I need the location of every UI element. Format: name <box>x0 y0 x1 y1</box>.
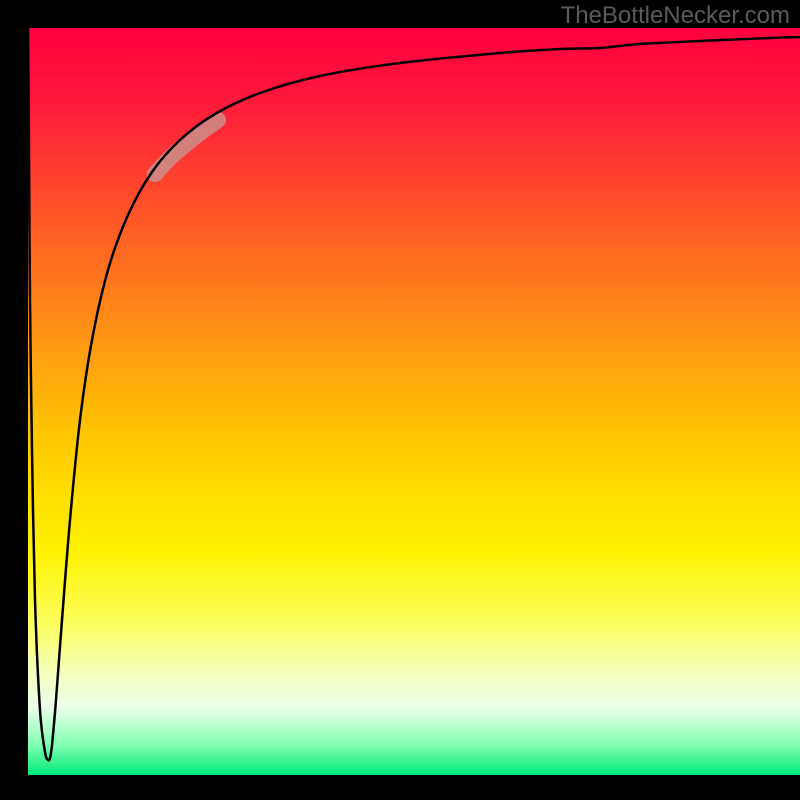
watermark-text: TheBottleNecker.com <box>561 2 790 30</box>
bottleneck-chart <box>0 0 800 800</box>
chart-container: TheBottleNecker.com <box>0 0 800 800</box>
